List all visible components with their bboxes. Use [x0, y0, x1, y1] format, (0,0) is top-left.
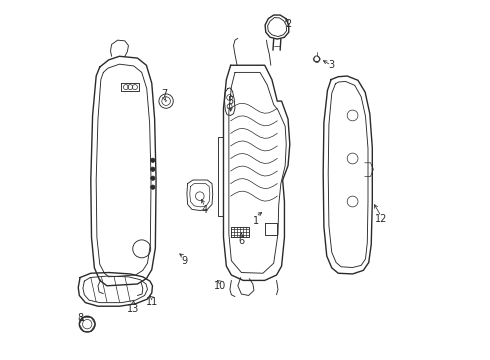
Text: 13: 13: [127, 304, 139, 314]
Circle shape: [151, 158, 155, 162]
Text: 11: 11: [146, 297, 158, 307]
Text: 3: 3: [328, 60, 334, 70]
Circle shape: [151, 176, 155, 180]
Text: 7: 7: [161, 89, 168, 99]
Text: 1: 1: [253, 216, 259, 226]
Text: 5: 5: [227, 96, 234, 106]
Text: 9: 9: [181, 256, 187, 266]
Circle shape: [151, 185, 155, 189]
Circle shape: [151, 167, 155, 171]
Text: 12: 12: [375, 215, 388, 224]
Text: 10: 10: [214, 281, 226, 291]
Text: 8: 8: [77, 313, 83, 323]
Text: 2: 2: [286, 19, 292, 29]
Text: 6: 6: [238, 236, 245, 246]
Text: 4: 4: [202, 206, 208, 216]
